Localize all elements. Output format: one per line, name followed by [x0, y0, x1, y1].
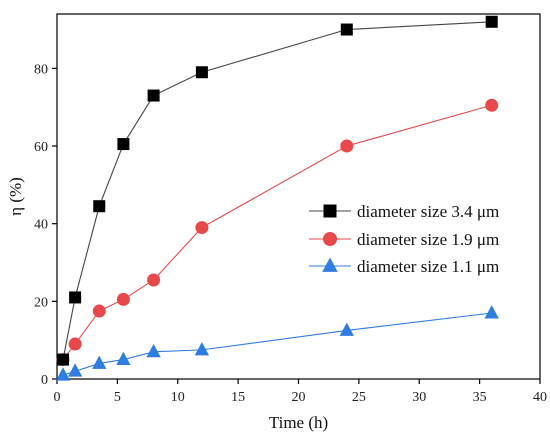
x-tick-label: 35	[473, 390, 487, 405]
series-3	[55, 305, 499, 381]
x-axis-title: Time (h)	[269, 413, 328, 432]
data-point	[147, 89, 160, 102]
x-tick-label: 0	[54, 390, 61, 405]
data-point	[116, 351, 131, 366]
legend-label: diameter size 3.4 μm	[357, 202, 499, 221]
data-point	[69, 291, 82, 304]
x-tick-label: 10	[171, 390, 185, 405]
x-tick-label: 30	[412, 390, 426, 405]
legend-marker	[322, 257, 338, 272]
x-tick-label: 20	[292, 390, 306, 405]
plot-frame	[56, 13, 541, 380]
x-tick-label: 15	[231, 390, 245, 405]
legend-entry: diameter size 1.9 μm	[309, 230, 499, 249]
y-tick-label: 60	[34, 140, 48, 155]
data-point	[92, 355, 107, 369]
y-tick-label: 40	[34, 218, 48, 233]
series-1	[57, 15, 498, 366]
data-point	[67, 363, 83, 377]
data-point	[194, 342, 210, 356]
data-point	[485, 98, 499, 112]
legend: diameter size 3.4 μm diameter size 1.9 μm…	[309, 202, 499, 276]
data-point	[340, 139, 354, 153]
data-point	[340, 23, 353, 36]
series-line	[62, 104, 492, 360]
data-point	[93, 200, 106, 213]
x-tick-label: 25	[352, 390, 366, 405]
x-axis: 0 5 10 15 20 25 30 35 40	[54, 379, 547, 405]
plot-border	[56, 13, 541, 380]
legend-entry: diameter size 3.4 μm	[309, 202, 499, 221]
y-tick-label: 0	[41, 373, 48, 388]
y-axis: 0 20 40 60 80	[34, 62, 57, 388]
data-point	[195, 66, 208, 79]
y-tick-label: 20	[34, 295, 48, 310]
data-point	[68, 337, 82, 351]
series-line	[62, 21, 492, 360]
data-point	[117, 138, 130, 151]
data-point	[116, 292, 130, 306]
series-2	[56, 98, 499, 367]
data-point	[57, 353, 70, 366]
y-axis-title: η (%)	[6, 177, 25, 216]
data-point	[339, 322, 354, 336]
legend-marker	[323, 204, 337, 218]
data-point	[485, 15, 498, 28]
legend-label: diameter size 1.9 μm	[357, 230, 499, 249]
legend-marker	[323, 232, 337, 246]
data-point	[484, 305, 499, 319]
x-tick-label: 40	[533, 390, 547, 405]
data-point	[55, 367, 71, 381]
data-point	[147, 273, 161, 287]
series-layer	[55, 15, 499, 381]
y-tick-label: 80	[34, 62, 48, 77]
legend-label: diameter size 1.1 μm	[357, 257, 499, 276]
data-point	[146, 343, 161, 358]
data-point	[195, 221, 209, 235]
data-point	[92, 304, 106, 318]
x-tick-label: 5	[114, 390, 121, 405]
series-line	[62, 312, 492, 376]
legend-entry: diameter size 1.1 μm	[309, 257, 499, 276]
